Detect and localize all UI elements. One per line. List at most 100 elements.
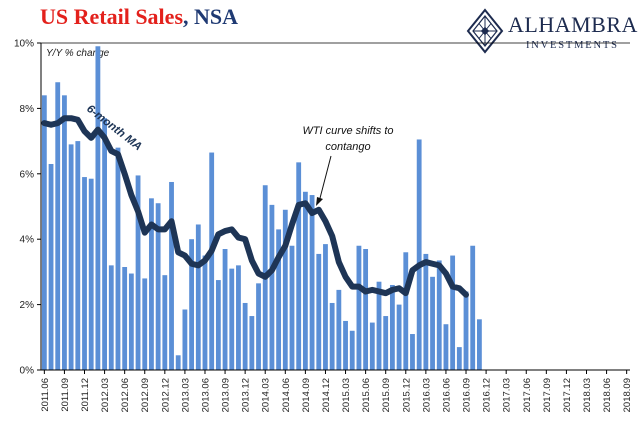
x-tick-label: 2015.03	[341, 378, 352, 412]
bar	[202, 255, 208, 370]
bar	[88, 178, 94, 370]
bar	[356, 245, 362, 370]
y-tick-label: 4%	[20, 235, 35, 246]
bar	[48, 163, 54, 370]
x-tick-label: 2016.09	[462, 378, 473, 412]
bar	[242, 302, 248, 370]
x-tick-label: 2011.06	[40, 378, 51, 412]
wti-annotation-line1: WTI curve shifts to	[302, 125, 393, 137]
bar	[155, 203, 161, 370]
bar	[410, 334, 415, 370]
bar	[182, 309, 188, 370]
logo-sub: INVESTMENTS	[526, 40, 619, 51]
bar-series	[41, 46, 482, 371]
bar	[222, 249, 228, 370]
x-axis: 2011.06 2011.09 2011.12 2012.03 2012.06 2012.…	[40, 369, 633, 412]
x-tick-label: 2013.06	[200, 378, 211, 412]
y-axis-label: Y/Y % change	[46, 48, 110, 59]
bar	[175, 355, 181, 370]
title-main: US Retail Sales	[40, 4, 183, 29]
bar	[269, 204, 275, 370]
alhambra-logo: ALHAMBRA INVESTMENTS	[466, 8, 638, 60]
x-tick-label: 2017.12	[562, 378, 573, 412]
x-tick-label: 2018.03	[582, 378, 593, 412]
bar	[349, 330, 355, 370]
ma-label: 6-month MA	[84, 103, 144, 153]
bar	[256, 283, 261, 370]
moving-average-line	[41, 115, 470, 298]
bar	[209, 152, 215, 370]
bar	[443, 324, 449, 370]
arrow-head-icon	[316, 197, 323, 206]
bar	[62, 95, 67, 370]
bar	[363, 249, 369, 370]
bar	[128, 273, 134, 370]
bar	[169, 181, 174, 370]
x-tick-label: 2018.06	[602, 378, 613, 412]
diamond-lattice-icon	[466, 8, 504, 54]
x-tick-label: 2012.03	[100, 378, 111, 412]
bar	[423, 253, 429, 370]
x-tick-label: 2017.03	[502, 378, 513, 412]
x-tick-label: 2016.06	[441, 378, 452, 412]
x-tick-label: 2018.09	[622, 378, 633, 412]
bar	[189, 239, 195, 370]
bar	[309, 195, 315, 370]
bar	[149, 198, 154, 370]
bar	[135, 175, 141, 370]
bar	[115, 147, 121, 370]
x-tick-label: 2012.09	[140, 378, 151, 412]
bar	[396, 304, 402, 370]
bar	[403, 252, 409, 370]
y-tick-label: 2%	[20, 300, 35, 311]
bar	[456, 347, 462, 370]
x-tick-label: 2014.03	[261, 378, 272, 412]
x-tick-label: 2016.03	[421, 378, 432, 412]
bar	[476, 319, 482, 370]
bar	[343, 320, 348, 370]
bar	[282, 209, 288, 370]
bar	[215, 280, 221, 370]
chart-title: US Retail Sales, NSA	[40, 4, 238, 30]
bar	[142, 278, 148, 370]
bar	[75, 141, 81, 370]
bar	[195, 224, 201, 370]
bar	[276, 229, 282, 370]
bar	[389, 284, 395, 370]
bar	[122, 267, 128, 370]
bar	[430, 276, 435, 370]
bar	[436, 260, 442, 370]
x-tick-label: 2012.06	[120, 378, 131, 412]
x-tick-label: 2014.12	[321, 378, 332, 412]
x-tick-label: 2017.09	[542, 378, 553, 412]
x-tick-label: 2014.09	[301, 378, 312, 412]
bar	[82, 177, 87, 370]
bar	[463, 291, 469, 370]
x-tick-label: 2015.12	[401, 378, 412, 412]
wti-annotation-line2: contango	[325, 141, 370, 153]
x-tick-label: 2013.12	[241, 378, 252, 412]
bar	[55, 82, 61, 371]
bar	[470, 245, 476, 370]
x-tick-label: 2015.09	[381, 378, 392, 412]
title-sub: NSA	[188, 4, 239, 29]
y-tick-label: 10%	[14, 39, 34, 50]
bar	[323, 244, 328, 370]
x-tick-label: 2011.12	[80, 378, 91, 412]
bar	[102, 118, 107, 371]
bar	[336, 289, 342, 370]
bar	[329, 302, 335, 370]
bar	[249, 316, 255, 370]
bar	[162, 275, 168, 370]
wti-annotation-arrow	[318, 155, 332, 203]
logo-name: ALHAMBRA	[508, 12, 638, 37]
bar	[369, 322, 375, 370]
x-tick-label: 2013.09	[221, 378, 232, 412]
bar	[95, 46, 101, 371]
bar	[41, 95, 47, 370]
bar	[416, 139, 422, 370]
bar	[296, 162, 302, 370]
y-tick-label: 6%	[20, 169, 35, 180]
bar	[316, 253, 322, 370]
